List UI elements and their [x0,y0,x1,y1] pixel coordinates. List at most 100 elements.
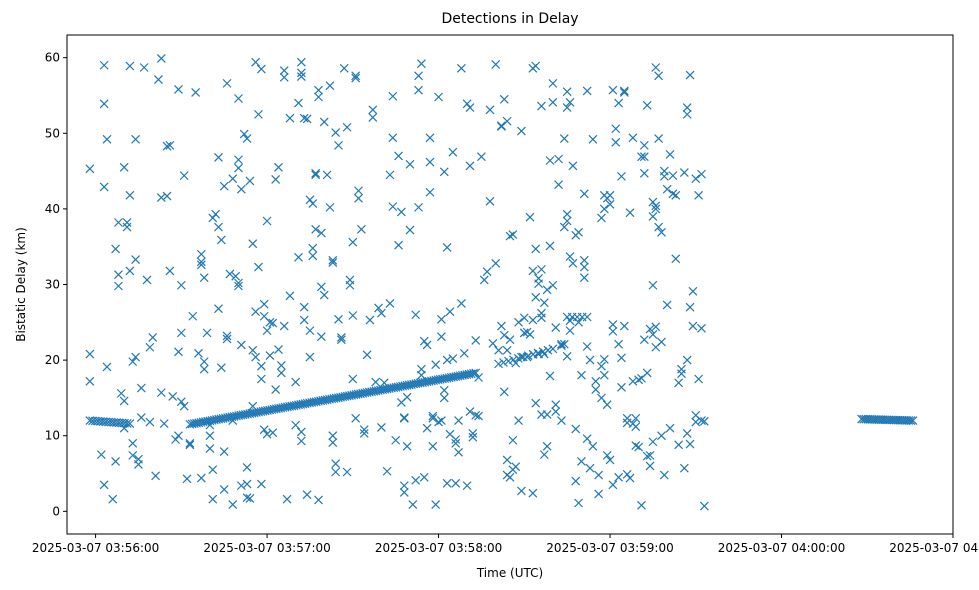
data-point [554,154,564,164]
data-point [568,161,578,171]
data-point [617,171,626,181]
data-point [874,415,884,425]
data-point [359,429,369,438]
data-point [314,495,323,505]
data-point [557,341,566,351]
data-point [648,280,658,290]
data-point [191,88,201,97]
data-point [254,109,263,119]
data-point [279,66,289,75]
data-point [354,193,363,203]
data-point [893,415,903,425]
data-point [314,85,323,95]
data-point [599,204,609,214]
data-point [468,429,478,438]
data-point [608,480,618,490]
data-point [537,101,546,111]
data-point [351,73,361,83]
data-point [559,339,569,349]
data-point [114,270,123,280]
data-point [548,78,558,88]
data-point [651,322,661,332]
data-point [274,162,283,172]
data-point [111,244,121,254]
data-point [156,388,166,398]
data-point [316,332,326,342]
data-point [431,500,441,509]
data-point [416,59,426,69]
data-point [462,99,472,109]
data-point [499,387,509,397]
data-point [619,88,629,97]
data-point [259,299,269,309]
data-point [336,335,346,345]
data-point [519,328,529,338]
data-point [645,450,655,460]
data-point [208,494,218,504]
data-point [436,332,446,342]
data-point [419,336,429,346]
data-point [291,420,301,430]
data-point [308,243,318,253]
data-point [456,63,466,73]
data-point [128,450,138,460]
data-point [174,85,183,94]
data-point [262,326,272,336]
data-point [328,255,338,265]
data-point [548,97,558,107]
data-point [371,377,381,387]
data-point [319,290,329,300]
data-point [599,370,609,380]
data-point [639,335,649,345]
data-point [208,213,218,223]
data-point [465,161,475,171]
data-point [96,450,106,460]
data-point [884,415,894,425]
y-tick-label: 50 [45,126,60,140]
data-point [411,475,421,485]
data-point [469,368,478,378]
data-point [657,431,666,441]
data-point [296,436,306,446]
data-point [579,189,589,199]
data-point [471,368,481,378]
data-point [362,350,372,360]
data-point [534,279,544,289]
data-point [234,278,243,288]
data-point [648,329,658,339]
data-point [311,170,321,180]
data-point [245,494,255,503]
data-point [557,416,566,426]
data-point [308,251,318,261]
data-point [165,266,175,276]
data-point [231,271,241,281]
data-point [151,471,161,481]
data-point [222,78,232,88]
data-point [111,456,121,466]
data-point [499,358,508,367]
data-point [539,450,549,460]
data-point [296,427,306,437]
data-point [199,357,209,367]
data-point [497,321,506,331]
data-point [296,68,306,78]
data-point [314,92,323,102]
data-point [887,415,896,425]
data-point [265,351,275,360]
data-point [502,345,512,355]
data-point [368,105,378,115]
data-point [468,432,478,442]
data-point [134,460,143,469]
data-point [305,326,315,336]
data-point [99,182,109,192]
data-point [411,310,421,320]
data-point [114,281,123,291]
data-point [339,63,349,73]
data-point [517,126,526,136]
data-point [376,308,386,318]
data-point [122,418,132,428]
data-point [316,228,326,238]
data-point [605,199,615,209]
data-point [582,312,592,322]
data-point [491,258,501,268]
